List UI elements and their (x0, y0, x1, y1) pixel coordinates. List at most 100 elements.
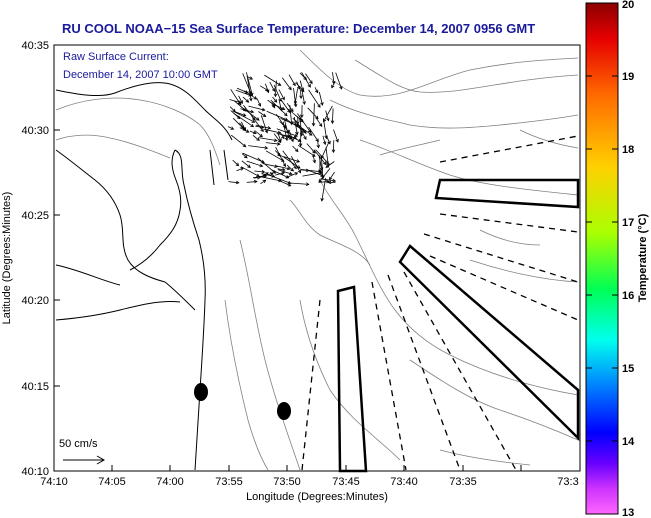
current-vector-head (322, 141, 327, 146)
current-vector (335, 72, 342, 90)
current-vector-head (297, 169, 302, 174)
current-vector-head (281, 171, 286, 175)
current-vector (246, 160, 263, 167)
current-vector-head (252, 116, 256, 121)
current-vector-head (339, 85, 343, 90)
current-vector-head (256, 137, 260, 141)
current-vector-head (285, 175, 290, 179)
current-vector-head (260, 125, 265, 129)
current-vector (297, 144, 316, 157)
current-vector-head (277, 82, 282, 86)
current-vector (318, 168, 331, 183)
current-vector-head (324, 135, 328, 140)
current-vector (269, 174, 291, 184)
current-vector (317, 140, 319, 148)
y-tick-labels: 40:35 40:30 40:25 40:20 40:15 40:10 (21, 40, 49, 478)
current-vector-head (309, 80, 313, 85)
current-vector (240, 166, 260, 177)
current-vector-head (265, 87, 269, 92)
current-vector-head (247, 164, 251, 169)
current-vector (315, 149, 329, 164)
surface-current-vectors (227, 72, 343, 202)
current-vector-head (294, 148, 299, 153)
colorbar-tick-label: 18 (622, 144, 634, 156)
current-vector-head (281, 135, 285, 140)
radar-sector-southeast (398, 244, 580, 441)
current-vector (322, 135, 326, 145)
current-vector-head (293, 103, 298, 108)
current-vector-head (302, 101, 306, 106)
current-vector (233, 112, 254, 128)
current-vector (258, 175, 282, 182)
current-vector (314, 87, 319, 93)
colorbar-tick-label: 20 (622, 0, 634, 11)
current-vector (275, 146, 286, 167)
colorbar-tick-label: 19 (622, 71, 634, 83)
current-vector-head (273, 138, 278, 142)
current-vector (273, 84, 282, 102)
current-vector (282, 121, 288, 141)
scale-arrow-head (96, 455, 106, 465)
current-vector (259, 85, 269, 92)
current-vector (279, 131, 285, 139)
current-vector (277, 168, 285, 171)
current-vector-head (292, 82, 296, 87)
current-vector-head (298, 143, 303, 147)
x-tick-label: 74:05 (98, 476, 126, 488)
current-vector (292, 121, 313, 136)
colorbar: 20 19 18 17 16 15 14 13 Temperature (°C) (585, 0, 649, 518)
current-vector (302, 172, 322, 177)
current-vector (262, 163, 278, 168)
current-vector (232, 159, 239, 166)
current-vector (264, 128, 281, 134)
current-vector (228, 181, 239, 184)
current-vector (229, 106, 236, 112)
y-tick-label: 40:15 (21, 381, 49, 393)
current-vector (249, 130, 257, 134)
current-vector (241, 160, 251, 168)
current-vector (279, 121, 287, 128)
current-vector-head (332, 178, 337, 183)
current-vector-head (251, 119, 256, 123)
current-vector-head (261, 159, 265, 164)
current-vector-head (286, 166, 291, 171)
current-vector-head (250, 109, 255, 114)
annotation-line2: December 14, 2007 10:00 GMT (63, 69, 218, 81)
current-vector-head (281, 167, 286, 172)
current-vector-head (264, 129, 269, 134)
current-vector-head (300, 88, 305, 93)
current-vector (252, 175, 267, 179)
x-tick-label: 73:55 (215, 476, 243, 488)
map-frame (53, 44, 581, 472)
current-vector (265, 142, 280, 145)
current-vector-head (261, 169, 266, 174)
current-vector-head (253, 96, 258, 100)
current-vector (256, 98, 261, 107)
current-vector (252, 134, 260, 141)
current-vector-head (307, 129, 312, 134)
current-vector (258, 111, 266, 117)
current-vector (272, 96, 278, 103)
current-vector (270, 99, 288, 116)
current-vector-head (329, 176, 333, 181)
current-vector (300, 169, 322, 173)
current-vector (280, 118, 299, 127)
current-vector-head (323, 118, 327, 123)
current-vector-head (276, 142, 281, 146)
current-vector-head (290, 138, 294, 143)
current-vector-head (287, 109, 291, 114)
y-tick-label: 40:20 (21, 295, 49, 307)
current-vector-head (300, 114, 304, 119)
current-vector (300, 89, 302, 99)
axis-ticks (53, 44, 522, 472)
current-vector (276, 165, 290, 170)
current-vector-head (326, 117, 330, 122)
scale-arrow-label: 50 cm/s (59, 438, 98, 450)
current-vector (297, 113, 312, 133)
current-vector-head (321, 175, 325, 180)
current-vector-head (325, 179, 330, 184)
current-vector-head (266, 89, 270, 94)
current-vector-head (320, 173, 324, 177)
current-vector-head (315, 138, 319, 143)
current-vector-head (289, 121, 294, 126)
